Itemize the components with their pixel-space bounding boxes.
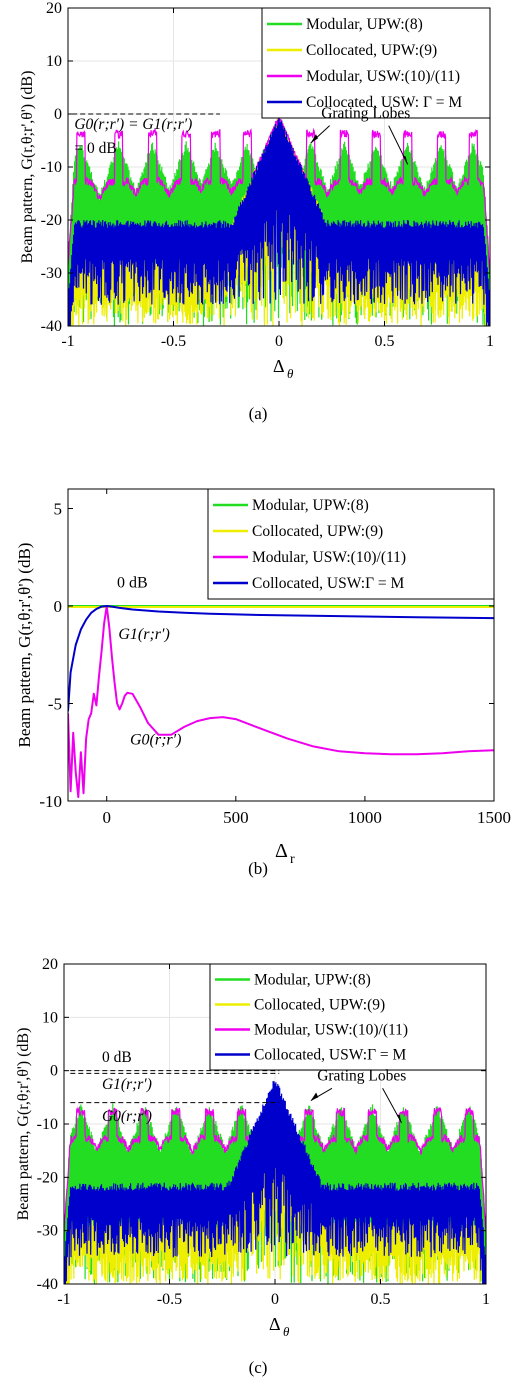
x-tick-label: -0.5	[157, 1291, 182, 1308]
x-tick-label: 0.5	[375, 333, 395, 350]
series-group	[68, 605, 494, 799]
x-tick-label: -1	[57, 1291, 70, 1308]
chart-b: 0 500 1000 1500 -10 -5 0 5 Δ r Beam pattern, G(r,θ…	[15, 488, 511, 867]
caption-a: (a)	[248, 404, 268, 423]
x-tick-label: 1	[482, 1291, 490, 1308]
legend-entry: Modular, USW:(10)/(11)	[306, 68, 460, 85]
annotation-g0: G0(r;r′)	[130, 731, 182, 748]
legend-entry: Collocated, USW:Γ = M	[254, 1047, 407, 1064]
legend-box	[207, 488, 495, 600]
annotation-grating-lobes: Grating Lobes	[317, 1067, 406, 1084]
x-tick-label: 500	[223, 808, 249, 827]
x-axis-label-sub: r	[290, 852, 295, 867]
y-tick-label: -40	[41, 318, 62, 335]
chart-c: -1 -0.5 0 0.5 1 -40 -30 -20 -10 0 10 20 Δ θ Beam patte…	[15, 956, 490, 1339]
annotation-grating-lobes: Grating Lobes	[321, 105, 410, 122]
legend-box	[209, 963, 487, 1071]
annotation-0db: 0 dB	[117, 574, 148, 591]
arrowhead	[310, 1092, 319, 1101]
y-tick-label: 0	[54, 106, 62, 123]
arrowhead	[402, 155, 408, 165]
series-group	[64, 1081, 486, 1284]
series-line-3	[68, 605, 494, 799]
x-tick-label: 0.5	[371, 1291, 391, 1308]
x-tick-label: 0	[271, 1291, 279, 1308]
y-tick-label: -5	[48, 695, 62, 714]
reference-label-g1: G1(r;r′)	[102, 1076, 152, 1093]
y-tick-label: -20	[37, 1169, 58, 1186]
x-axis-label: Δ	[269, 1314, 281, 1334]
y-tick-label: -10	[39, 792, 62, 811]
y-tick-label: 10	[46, 53, 62, 70]
reference-label-line2: = 0 dB	[74, 140, 116, 157]
legend-entry: Modular, UPW:(8)	[254, 972, 371, 989]
x-tick-label: 0	[275, 333, 283, 350]
y-tick-label: -20	[41, 212, 62, 229]
caption-b: (b)	[248, 859, 268, 878]
legend-entry: Modular, UPW:(8)	[252, 497, 369, 514]
x-tick-label: 1	[486, 333, 494, 350]
y-tick-label: 5	[54, 500, 63, 519]
x-axis-label-sub: θ	[283, 1324, 290, 1339]
y-axis-label: Beam pattern, G(r,θ;r',θ') (dB)	[15, 543, 34, 748]
legend-entry: Modular, USW:(10)/(11)	[252, 549, 406, 566]
x-axis-label-sub: θ	[287, 366, 294, 381]
caption-c: (c)	[248, 1358, 268, 1377]
legend-entry: Collocated, UPW:(9)	[252, 523, 383, 540]
x-tick-label: 1000	[348, 808, 382, 827]
y-tick-label: 10	[42, 1009, 58, 1026]
x-tick-label: 1500	[477, 808, 511, 827]
y-tick-label: 20	[42, 956, 58, 973]
legend-entry: Collocated, UPW:(9)	[306, 42, 437, 59]
reference-label-g0: G0(r;r′)	[102, 1108, 152, 1125]
legend-box	[261, 7, 491, 119]
series-line-4	[64, 1081, 486, 1284]
arrowhead	[310, 134, 319, 144]
x-axis-label: Δ	[275, 840, 288, 862]
y-tick-label: 0	[50, 1063, 58, 1080]
legend-entry: Collocated, USW:Γ = M	[252, 575, 405, 592]
x-tick-label: -1	[61, 333, 74, 350]
y-tick-label: -10	[41, 159, 62, 176]
x-tick-label: -0.5	[161, 333, 186, 350]
annotation-g1: G1(r;r′)	[118, 626, 170, 643]
x-axis-label: Δ	[273, 356, 285, 376]
legend-entry: Modular, UPW:(8)	[306, 16, 423, 33]
y-tick-label: -30	[41, 265, 62, 282]
y-axis-label: Beam pattern, G(r,θ;r',θ') (dB)	[19, 71, 36, 264]
y-tick-label: 20	[46, 0, 62, 17]
legend-entry: Collocated, USW: Γ = M	[306, 94, 462, 111]
y-axis-label: Beam pattern, G(r,θ;r',θ') (dB)	[15, 1028, 32, 1221]
chart-a: -1 -0.5 0 0.5 1 -40 -30 -20 -10 0 10 20 Δ θ Beam patte…	[19, 0, 494, 381]
legend-entry: Collocated, UPW:(9)	[254, 997, 385, 1014]
x-tick-label: 0	[102, 808, 111, 827]
y-tick-label: 0	[54, 597, 63, 616]
reference-label: G0(r;r′) = G1(r;r′)	[74, 116, 192, 133]
reference-label-0db: 0 dB	[102, 1049, 132, 1066]
y-tick-label: -40	[37, 1276, 58, 1293]
legend-entry: Modular, USW:(10)/(11)	[254, 1022, 408, 1039]
series-line-4	[68, 605, 494, 712]
y-tick-label: -10	[37, 1116, 58, 1133]
y-tick-label: -30	[37, 1223, 58, 1240]
